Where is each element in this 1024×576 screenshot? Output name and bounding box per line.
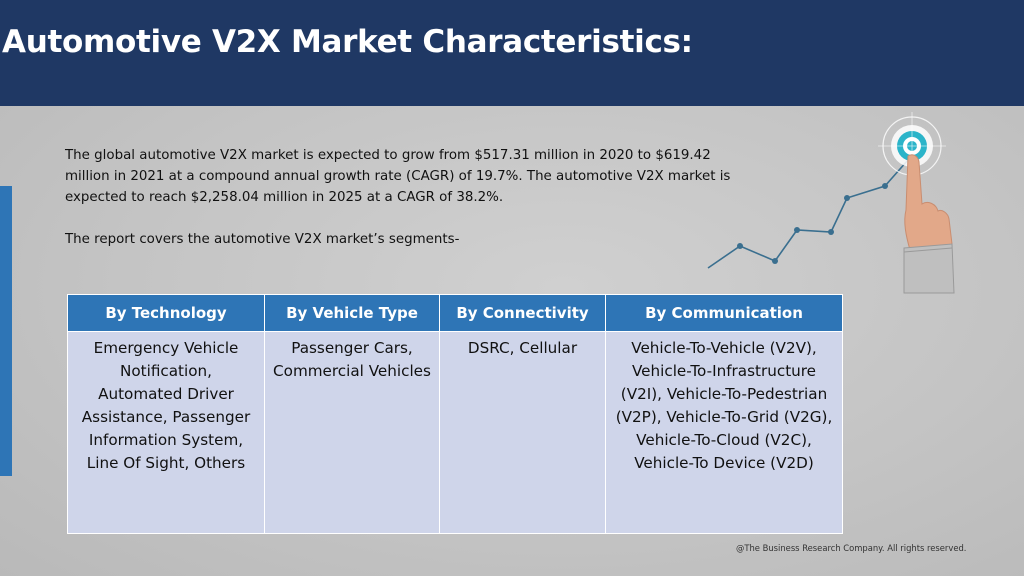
growth-chart-target-hand-icon [707,112,955,294]
header-by-communication: By Communication [605,294,843,332]
header-by-connectivity: By Connectivity [439,294,606,332]
trend-line [707,159,909,269]
header-bar: Automotive V2X Market Characteristics: [0,0,1024,106]
cell-connectivity: DSRC, Cellular [439,331,606,534]
pointing-hand-icon [903,154,955,294]
header-by-vehicle-type: By Vehicle Type [264,294,440,332]
table-header-row: By Technology By Vehicle Type By Connect… [67,294,843,332]
trend-points [737,183,888,264]
cell-vehicle-type: Passenger Cars, Commercial Vehicles [264,331,440,534]
cell-technology: Emergency Vehicle Notification, Automate… [67,331,265,534]
intro-paragraph: The global automotive V2X market is expe… [65,148,731,205]
header-by-technology: By Technology [67,294,265,332]
copyright-footer: @The Business Research Company. All righ… [736,543,967,553]
target-icon [878,112,946,180]
cell-communication: Vehicle-To-Vehicle (V2V), Vehicle-To-Inf… [605,331,843,534]
segments-table: By Technology By Vehicle Type By Connect… [67,294,843,534]
table-row: Emergency Vehicle Notification, Automate… [67,331,843,534]
page-title: Automotive V2X Market Characteristics: [2,24,693,60]
segments-intro-text: The report covers the automotive V2X mar… [65,232,460,247]
left-accent-bar [0,186,12,476]
